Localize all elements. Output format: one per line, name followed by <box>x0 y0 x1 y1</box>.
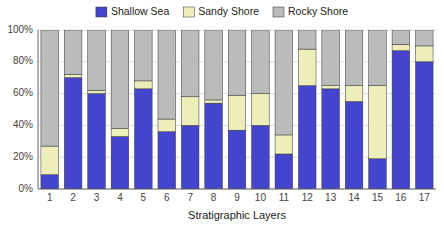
bar-segment <box>322 89 340 189</box>
bar-segment <box>205 103 223 189</box>
bar-segment <box>228 30 246 95</box>
bar-segment <box>135 89 153 189</box>
bar-segment <box>158 30 176 119</box>
bar-segment <box>275 30 293 135</box>
bar-segment <box>111 30 129 129</box>
legend-item: Shallow Sea <box>96 5 170 17</box>
bar-segment <box>392 30 410 44</box>
bar-segment <box>88 90 106 93</box>
bar-segment <box>252 94 270 126</box>
x-tick-label: 2 <box>70 192 76 203</box>
legend-item: Sandy Shore <box>183 5 259 17</box>
bar-segment <box>392 51 410 189</box>
y-axis: 0% 20% 40% 60% 80% 100% <box>7 24 33 194</box>
bar-segment <box>298 49 316 86</box>
x-tick-label: 8 <box>211 192 217 203</box>
bar-segment <box>88 94 106 189</box>
bar-segment <box>416 62 434 189</box>
x-axis-label: Stratigraphic Layers <box>188 209 286 221</box>
y-tick-label: 60% <box>13 87 33 98</box>
x-axis-line <box>38 189 436 190</box>
bar-segment <box>369 159 387 189</box>
y-axis-line <box>38 30 39 189</box>
bar-segment <box>252 30 270 94</box>
x-tick-label: 6 <box>164 192 170 203</box>
bar-segment <box>158 119 176 132</box>
bar-segment <box>228 130 246 189</box>
bar-segment <box>135 30 153 81</box>
legend-item: Rocky Shore <box>273 5 348 17</box>
x-tick-label: 7 <box>187 192 193 203</box>
bar-segment <box>205 100 223 103</box>
y-grid <box>38 30 436 189</box>
bar-segment <box>252 125 270 189</box>
bar-segment <box>64 78 82 189</box>
legend-label: Shallow Sea <box>111 5 170 17</box>
bar-segment <box>275 154 293 189</box>
bar-segment <box>322 30 340 86</box>
y-tick-label: 80% <box>13 55 33 66</box>
y-tick-label: 100% <box>7 24 33 35</box>
bar-segment <box>181 125 199 189</box>
x-tick-label: 4 <box>117 192 123 203</box>
x-tick-label: 10 <box>255 192 267 203</box>
x-tick-label: 17 <box>419 192 431 203</box>
bar-segment <box>205 30 223 100</box>
bar-segment <box>41 30 59 146</box>
x-tick-label: 1 <box>47 192 53 203</box>
bar-segment <box>64 30 82 75</box>
bar-segment <box>369 30 387 86</box>
bar-segment <box>158 132 176 189</box>
x-tick-label: 15 <box>372 192 384 203</box>
bar-segment <box>416 46 434 62</box>
bar-segment <box>228 95 246 130</box>
bar-segment <box>88 30 106 90</box>
chart: 0%20%40%60%80%100%1234567891011121314151… <box>0 0 444 225</box>
y-tick-label: 0% <box>19 183 34 194</box>
bar-segment <box>181 97 199 126</box>
y-tick-label: 20% <box>13 151 33 162</box>
x-tick-label: 9 <box>234 192 240 203</box>
x-tick-label: 12 <box>302 192 314 203</box>
x-tick-label: 5 <box>141 192 147 203</box>
legend-swatch <box>96 7 107 17</box>
legend: Shallow Sea Sandy Shore Rocky Shore <box>96 5 348 17</box>
bar-segment <box>322 86 340 89</box>
legend-swatch <box>183 7 194 17</box>
bar-segment <box>275 135 293 154</box>
bars <box>41 30 433 189</box>
bar-segment <box>298 86 316 189</box>
x-tick-label: 11 <box>279 192 290 203</box>
bar-segment <box>345 86 363 102</box>
bar-segment <box>41 146 59 175</box>
grid-line <box>38 189 436 190</box>
bar-segment <box>416 30 434 46</box>
x-tick-label: 16 <box>395 192 407 203</box>
bar-segment <box>111 129 129 137</box>
bar-segment <box>298 30 316 49</box>
bar-segment <box>135 81 153 89</box>
x-tick-label: 3 <box>94 192 100 203</box>
bar-segment <box>64 75 82 78</box>
x-tick-label: 13 <box>325 192 337 203</box>
x-axis: 1234567891011121314151617 <box>47 192 430 203</box>
legend-label: Rocky Shore <box>288 5 348 17</box>
x-tick-label: 14 <box>348 192 360 203</box>
y-tick-label: 40% <box>13 119 33 130</box>
legend-swatch <box>273 7 284 17</box>
series <box>41 30 433 146</box>
bar-segment <box>345 102 363 189</box>
bar-segment <box>111 137 129 189</box>
bar-segment <box>41 175 59 189</box>
bar-segment <box>392 44 410 50</box>
bar-segment <box>345 30 363 86</box>
bar-segment <box>369 86 387 159</box>
bar-segment <box>181 30 199 97</box>
legend-label: Sandy Shore <box>198 5 259 17</box>
